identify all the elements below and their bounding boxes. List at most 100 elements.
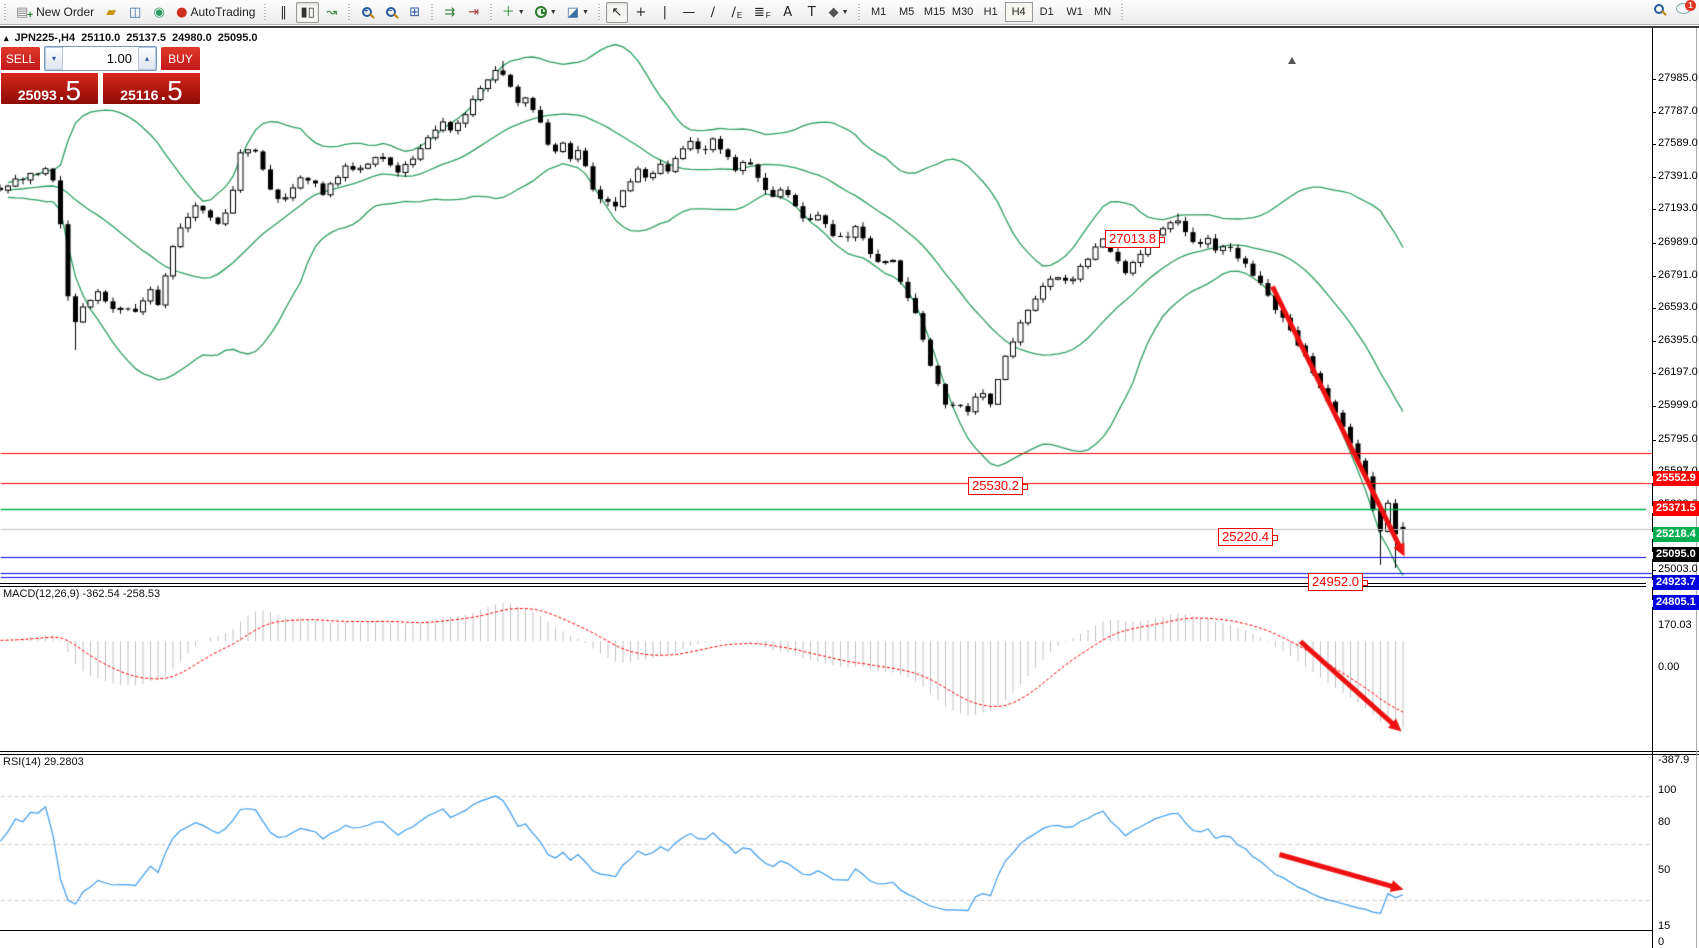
timeframe-w1[interactable]: W1 [1066,6,1083,18]
price-badge: 24805.1 [1646,594,1699,610]
trendline-icon[interactable]: ∕ [702,2,724,23]
sell-price-main: 25093 [17,87,57,103]
bar-chart-icon[interactable]: ‖ [272,2,294,23]
equidistant-channel-icon[interactable]: ∕ E [726,2,748,23]
signals-icon: ◉ [153,4,165,20]
cursor-icon: ↖ [611,4,623,20]
macd-axis-label: 0.00 [1658,660,1680,673]
chart-shift-icon[interactable]: ⇥ [463,2,485,23]
pane-separator-rsi[interactable] [0,751,1699,755]
periods-clock-icon[interactable]: ▼ [531,2,561,23]
vertical-line-icon[interactable]: | [654,2,676,23]
timeframe-m30[interactable]: M30 [951,6,974,18]
chevron-down-icon[interactable]: ▼ [549,8,557,16]
toolbar: ▤ + New Order ▰ ◫ ◉ ● AutoTrading ‖ ▮▯ ↝ + − ⊞ ⇉ ⇥ ＋ ▼ ▼ ◪ ▼… [0,0,1699,25]
price-annotation-label[interactable]: 24952.0 [1308,573,1368,591]
plus-overlay-icon: + [27,9,34,21]
autotrading-button: ● [176,4,188,20]
ohlc-open: 25110.0 [81,32,121,44]
symbol-icon: ▴ [4,33,9,43]
rsi-indicator-label: RSI(14) 29.2803 [3,756,84,768]
sell-price-display[interactable]: 25093 .5 [0,72,99,105]
text-label-icon[interactable]: T [801,2,823,23]
zoom-out-icon: − [385,6,396,17]
price-tick: 26791.0 [1652,268,1698,281]
macd-axis-label: -387.9 [1658,754,1690,767]
crosshair-icon: + [635,4,647,20]
chart-window: ▴ JPN225-,H4 25110.0 25137.5 24980.0 250… [0,26,1699,948]
buy-price-display[interactable]: 25116 .5 [102,72,201,105]
ohlc-low: 24980.0 [172,32,212,44]
volume-input[interactable]: 1.00 [106,51,132,66]
price-annotation-label[interactable]: 25220.4 [1218,528,1278,546]
volume-down-button[interactable]: ▾ [45,47,63,70]
notification-bubble-icon[interactable]: 1 [1676,0,1696,14]
toolbar-separator [855,3,863,21]
timeframe-m5[interactable]: M5 [898,6,915,18]
tile-windows-icon[interactable]: ⊞ [404,2,426,23]
price-annotation-label[interactable]: 27013.8 [1105,230,1165,248]
history-center-icon[interactable]: ▰ [100,2,122,23]
price-tick: 25795.0 [1652,432,1698,445]
price-tick: 27193.0 [1652,202,1698,215]
arrows-tool-icon: ◆ [828,4,839,20]
add-indicator-icon[interactable]: ＋ ▼ [498,2,529,23]
timeframe-m15[interactable]: M15 [923,6,946,18]
new-order-button: ▤ [16,4,29,20]
search-icon[interactable] [1654,3,1664,14]
timeframe-m1[interactable]: M1 [870,6,887,18]
zoom-in-icon[interactable]: + [356,2,378,23]
pane-separator-macd[interactable] [0,583,1699,587]
line-chart-icon[interactable]: ↝ [321,2,343,23]
auto-scroll-icon[interactable]: ⇉ [439,2,461,23]
price-tick: 27391.0 [1652,169,1698,182]
chevron-down-icon[interactable]: ▼ [517,8,525,16]
price-axis-border [1652,28,1653,948]
line-chart-icon: ↝ [326,4,338,20]
horizontal-line-icon[interactable]: — [678,2,700,23]
price-badge: 25371.5 [1646,501,1699,517]
price-tick: 26197.0 [1652,366,1698,379]
price-badge: 25552.9 [1646,471,1699,487]
chart-canvas[interactable] [0,28,1699,948]
rsi-axis-label: 0 [1658,936,1665,948]
price-badge: 25218.4 [1646,526,1699,542]
volume-up-button[interactable]: ▴ [138,47,156,70]
ohlc-close: 25095.0 [217,32,258,44]
fibonacci-icon[interactable]: ≣ F [750,2,775,23]
rsi-axis-label: 100 [1658,784,1677,796]
buy-price-frac: .5 [159,75,183,106]
templates-icon[interactable]: ◪ ▼ [563,2,593,23]
auto-scroll-icon: ⇉ [444,4,456,20]
timeframe-mn[interactable]: MN [1094,6,1112,18]
crosshair-icon[interactable]: + [630,2,652,23]
price-badge: 24923.7 [1646,575,1699,591]
timeframe-h4[interactable]: H4 [1004,2,1033,22]
zoom-out-icon[interactable]: − [380,2,402,23]
arrows-tool-icon[interactable]: ◆ ▼ [825,2,853,23]
buy-button[interactable]: BUY [160,46,201,71]
price-tick: 25003.0 [1652,563,1698,576]
toolbar-separator [2,3,9,21]
buy-price-main: 25116 [120,87,159,103]
sell-button[interactable]: SELL [0,46,41,71]
toolbar-separator [262,3,270,21]
price-tick: 27985.0 [1652,72,1698,84]
text-label-icon: T [807,4,816,20]
text-icon[interactable]: A [777,2,799,23]
autotrading-button[interactable]: ● AutoTrading [172,2,259,23]
chevron-down-icon[interactable]: ▼ [581,8,589,16]
timeframe-d1[interactable]: D1 [1039,6,1054,18]
client-terminal-icon[interactable]: ◫ [124,2,146,23]
cursor-icon[interactable]: ↖ [605,1,628,23]
volume-stepper: ▾ 1.00 ▴ [44,46,157,71]
price-annotation-label[interactable]: 25530.2 [968,477,1028,495]
candlestick-chart-icon[interactable]: ▮▯ [296,1,319,23]
fibonacci-icon: ≣ [753,4,765,20]
new-order-button[interactable]: ▤ + New Order [12,2,98,23]
chevron-down-icon[interactable]: ▼ [841,8,849,16]
signals-icon[interactable]: ◉ [148,2,170,23]
sell-price-frac: .5 [57,75,82,106]
timeframe-h1[interactable]: H1 [983,6,998,18]
vertical-line-icon: | [662,4,668,20]
